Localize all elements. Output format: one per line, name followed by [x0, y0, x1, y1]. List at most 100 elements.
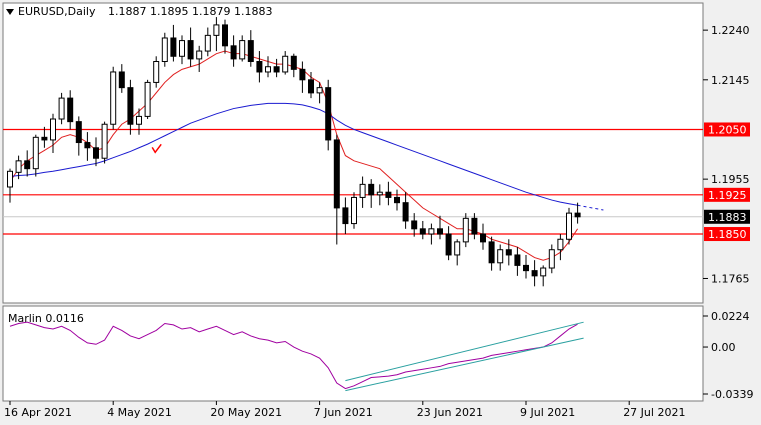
date-tick-label: 20 May 2021 [210, 406, 282, 419]
price-tick-label: 1.1955 [711, 173, 750, 186]
candle [256, 51, 263, 83]
candle [196, 45, 203, 72]
indicator-tick-label: -0.0339 [711, 388, 753, 401]
collapse-triangle-icon[interactable] [6, 9, 14, 15]
date-tick-label: 23 Jun 2021 [417, 406, 483, 419]
date-tick-label: 16 Apr 2021 [4, 406, 72, 419]
candle [359, 176, 366, 208]
candle [67, 90, 74, 130]
candle [548, 244, 555, 274]
candle [428, 223, 435, 245]
level-price-label: 1.1850 [708, 228, 747, 241]
price-tick-label: 1.1765 [711, 272, 750, 285]
price-tick-label: 1.2145 [711, 74, 750, 87]
indicator-label: Marlin 0.0116 [8, 312, 84, 325]
candle [230, 35, 237, 67]
candle [41, 126, 48, 148]
candle [170, 24, 177, 62]
candle [299, 61, 306, 93]
candle [402, 192, 409, 229]
candle [222, 19, 228, 54]
level-price-box: 1.1850 [704, 227, 750, 242]
price-plot-layer [3, 17, 703, 287]
date-tick-label: 7 Jun 2021 [314, 406, 373, 419]
candle [50, 113, 56, 153]
candle [153, 56, 160, 88]
candle [273, 58, 280, 78]
candle [187, 27, 194, 67]
candle [376, 184, 383, 206]
indicator-plot-layer [9, 321, 584, 392]
ohlc-readout: 1.1887 1.1895 1.1879 1.1883 [108, 5, 272, 18]
candle [247, 30, 254, 67]
candle [7, 168, 13, 203]
candle [368, 179, 375, 208]
candle [15, 155, 22, 180]
candle [437, 215, 443, 240]
candle [127, 79, 134, 135]
candle [239, 35, 246, 62]
current-price-label: 1.1883 [708, 211, 747, 224]
candle [290, 53, 297, 78]
candle [204, 27, 211, 57]
candle [411, 213, 418, 237]
candle [136, 108, 142, 135]
candle [144, 79, 151, 120]
slow-ma-line-projection [577, 204, 604, 211]
candle [540, 265, 547, 287]
axis-layer: 1.2240 1.2145 1.1955 1.1765 1.2050 1.1925 1.18… [4, 24, 753, 419]
candle [265, 56, 271, 78]
date-tick-label: 4 May 2021 [107, 406, 172, 419]
current-price-box: 1.1883 [704, 209, 750, 224]
channel-upper-line [345, 321, 584, 382]
candle [514, 247, 521, 276]
candle [32, 134, 39, 177]
indicator-panel[interactable] [2, 305, 704, 402]
candle [93, 137, 99, 167]
level-price-box: 1.2050 [704, 122, 750, 137]
candle [316, 82, 323, 104]
price-panel[interactable] [2, 2, 704, 304]
candle [24, 150, 31, 177]
level-price-box: 1.1925 [704, 187, 750, 202]
candle [325, 79, 332, 151]
candle [445, 226, 452, 261]
candle [574, 202, 581, 224]
candle [101, 121, 108, 164]
channel-lower-line [345, 337, 584, 392]
candle [471, 213, 478, 240]
date-tick-label: 9 Jul 2021 [520, 406, 575, 419]
candle [213, 17, 220, 52]
candle [488, 236, 495, 271]
candle [342, 197, 349, 235]
candle [462, 213, 469, 248]
candle [110, 66, 117, 130]
candle [75, 116, 82, 156]
candle [282, 51, 289, 75]
indicator-tick-label: 0.00 [711, 341, 736, 354]
candle [161, 32, 168, 67]
candle [454, 239, 461, 266]
candle [179, 35, 185, 65]
candle [385, 181, 392, 206]
candle [84, 132, 91, 161]
candle [419, 220, 426, 240]
indicator-line [9, 321, 578, 390]
candle [531, 260, 538, 287]
indicator-tick-label: 0.0224 [711, 310, 750, 323]
candle [308, 71, 314, 99]
candle [118, 64, 125, 93]
level-price-label: 1.1925 [708, 189, 747, 202]
symbol-label: EURUSD,Daily [18, 5, 96, 18]
candle [497, 244, 504, 271]
candle [394, 189, 400, 211]
candle [557, 234, 564, 261]
candle [333, 134, 340, 245]
date-tick-label: 27 Jul 2021 [623, 406, 685, 419]
candle [566, 207, 572, 245]
candle [58, 92, 65, 125]
candle [480, 223, 486, 250]
price-tick-label: 1.2240 [711, 24, 750, 37]
candle [523, 254, 529, 279]
